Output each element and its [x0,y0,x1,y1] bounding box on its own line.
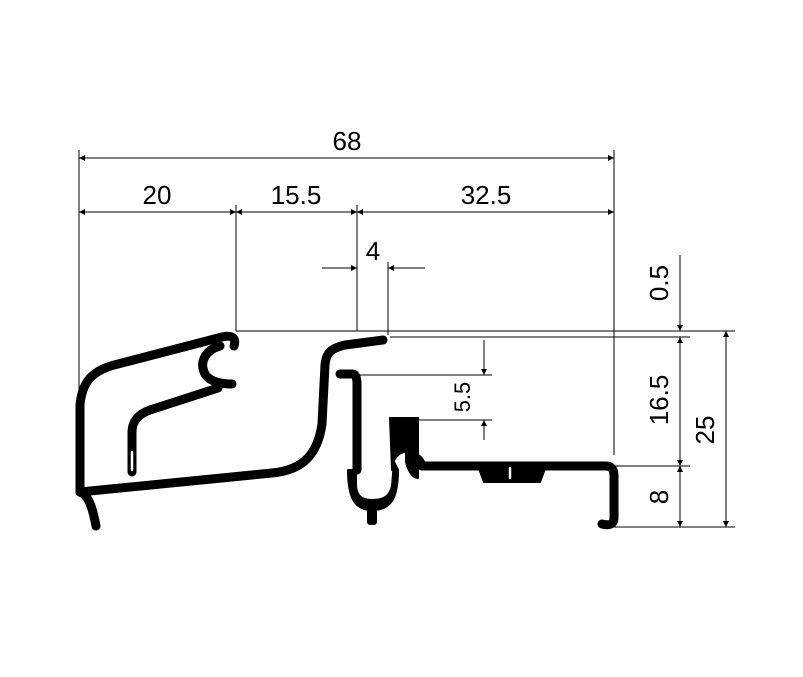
label-overall-height: 25 [690,416,720,445]
label-seg-right: 32.5 [461,180,512,210]
profile-raised-block [389,417,419,479]
label-upper-height: 16.5 [644,375,674,426]
label-seg-left: 20 [143,180,172,210]
vertical-dimensions [481,255,729,527]
profile-channel [347,461,399,511]
label-inner-step: 5.5 [450,382,475,413]
profile-hook [198,341,237,389]
profile-left-flange [75,331,240,531]
profile-foot-bump [477,465,547,483]
extension-lines [78,150,735,528]
label-overall: 68 [333,126,362,156]
profile-channel-stem [367,504,377,525]
profile-base-sweep [75,335,388,497]
horizontal-dimensions [79,155,614,271]
dimension-labels: 68 20 15.5 32.5 4 0.5 16.5 25 8 5.5 [143,126,720,504]
label-lower-height: 8 [644,490,674,504]
label-seg-middle: 15.5 [271,180,322,210]
profile-inner-wall [335,369,362,475]
label-top-offset: 0.5 [644,265,674,301]
profile-inner-rib [127,383,223,477]
label-gap: 4 [366,236,380,266]
profile-right-leg [405,451,619,530]
extrusion-profile [75,331,619,531]
